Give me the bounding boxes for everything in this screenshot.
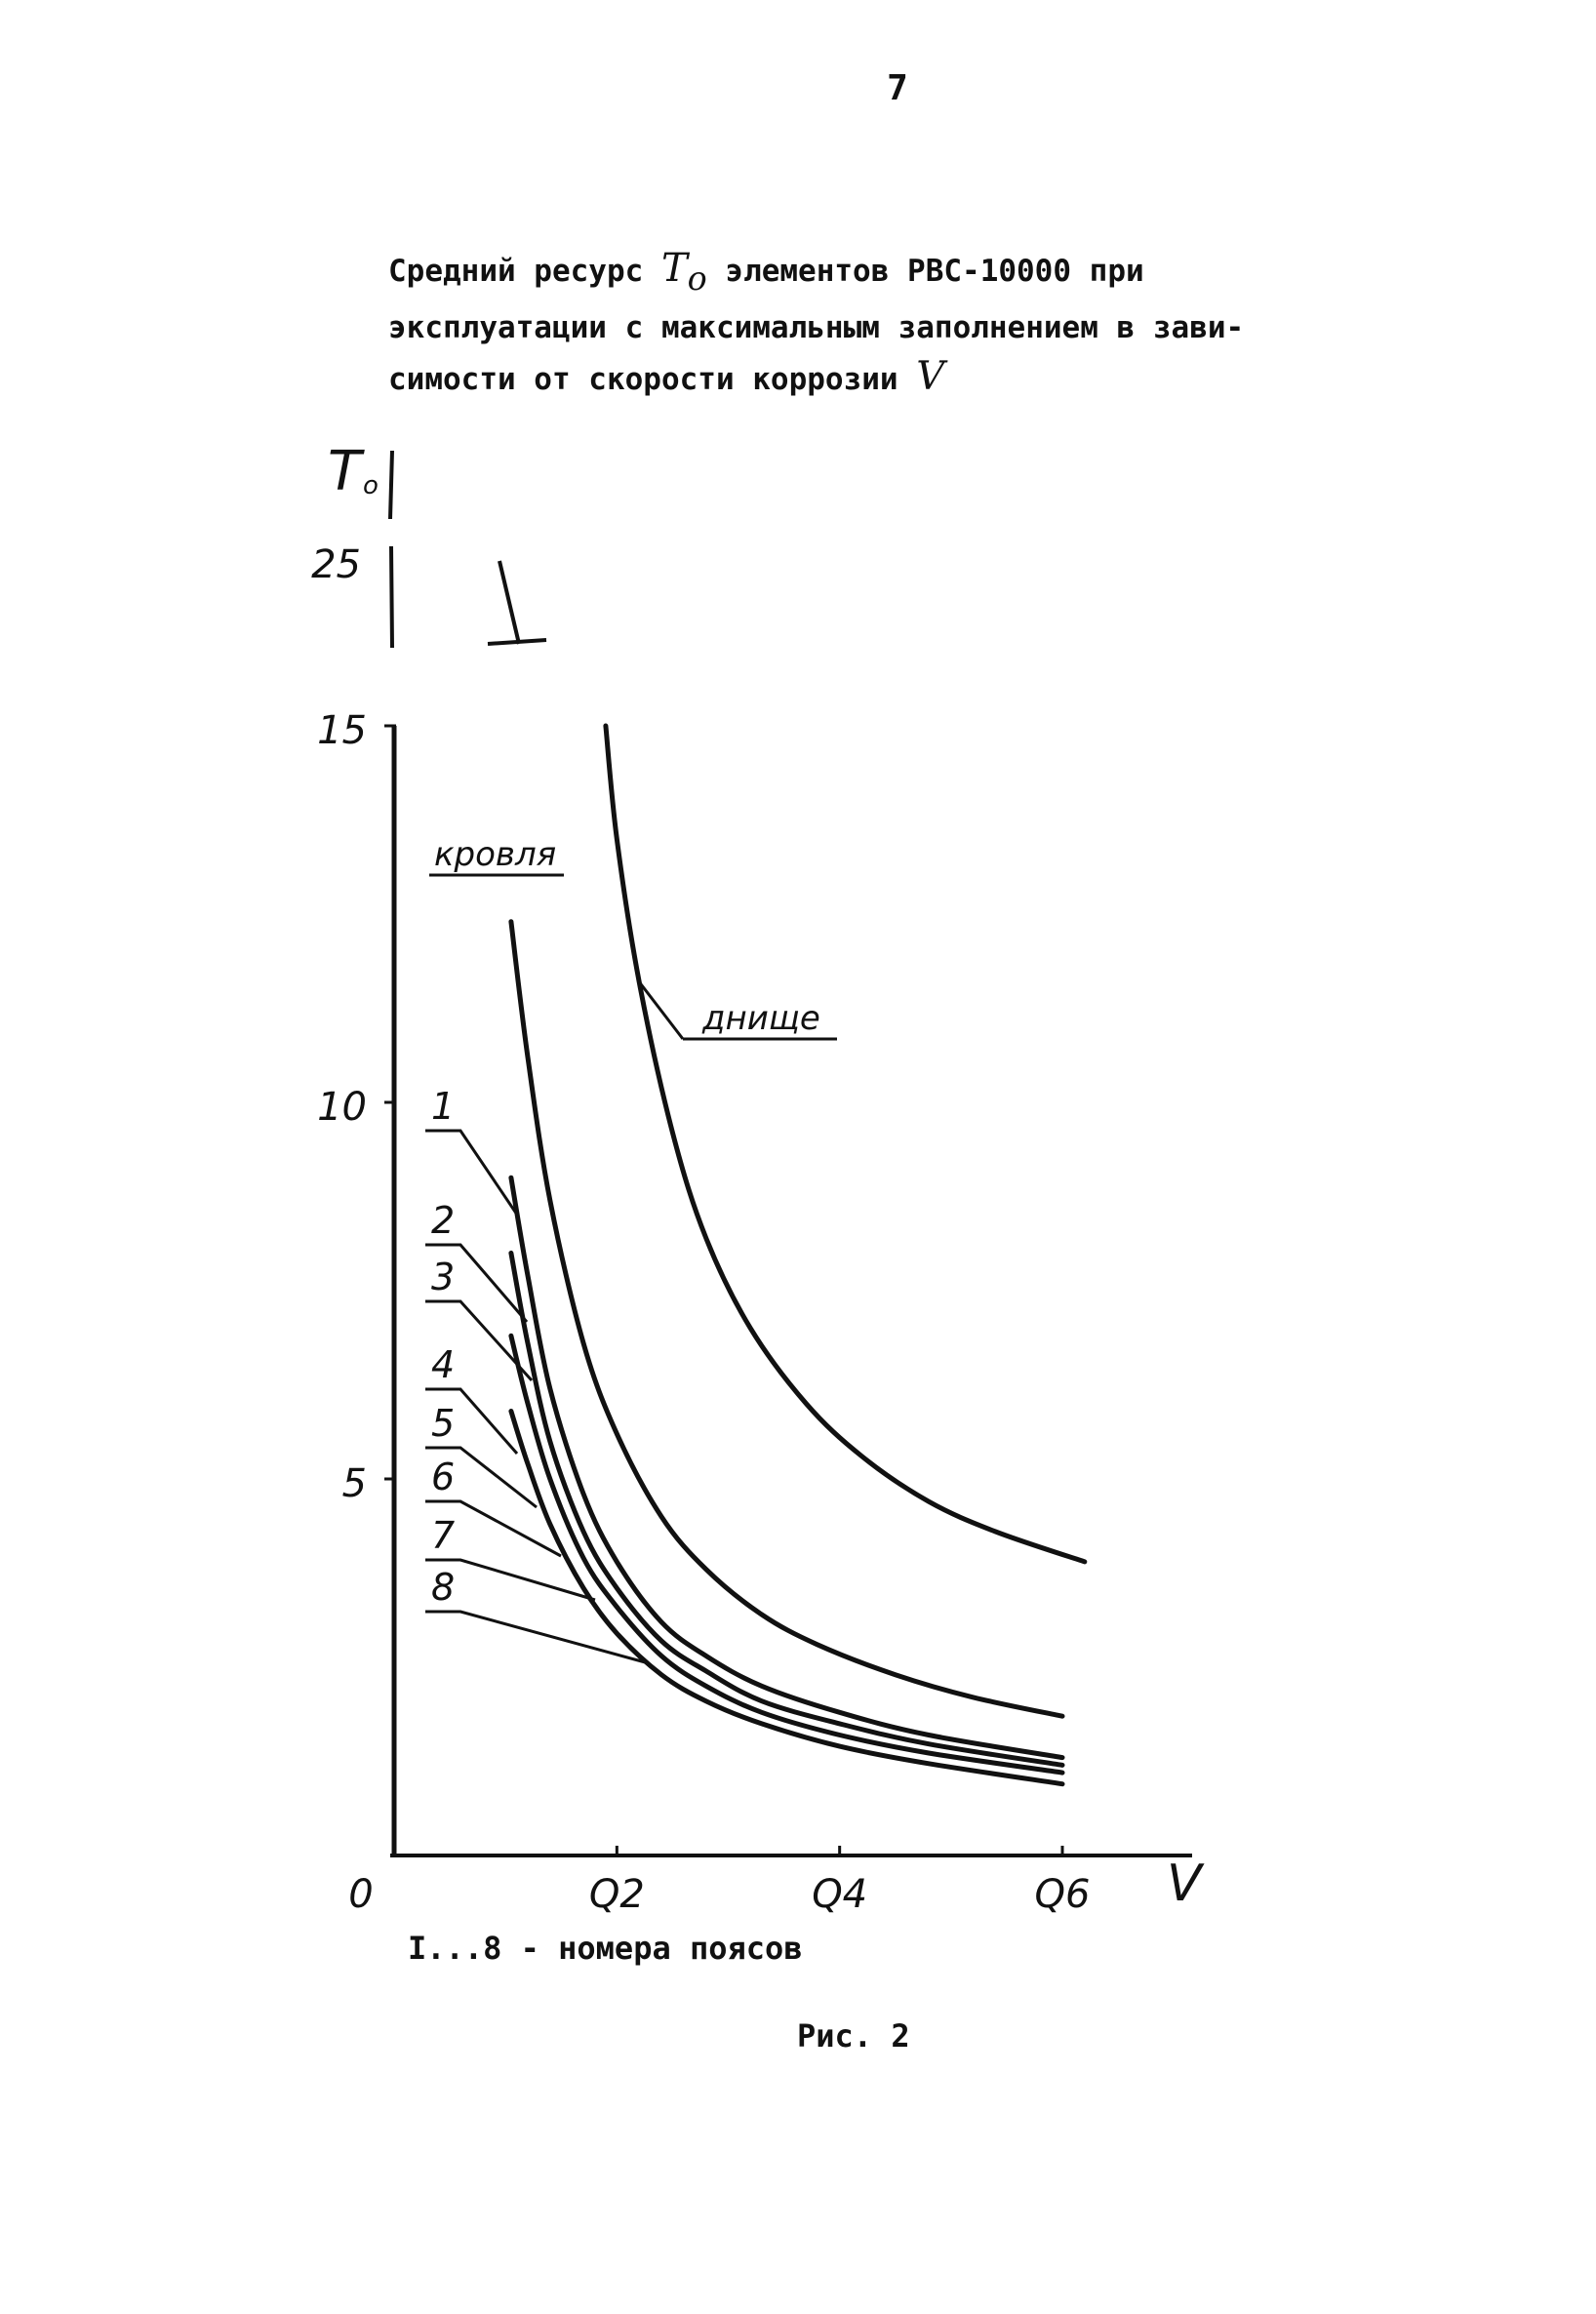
series-label: 6 — [431, 1456, 455, 1498]
series-line — [508, 1175, 1065, 1761]
leader-line — [425, 1129, 519, 1216]
y-axis-label: T — [328, 440, 365, 503]
broken-axis-label: 25 — [311, 542, 361, 587]
leader-line — [425, 1610, 650, 1665]
series-label: 5 — [431, 1402, 455, 1445]
series-label: 2 — [431, 1199, 455, 1242]
series-label: 4 — [431, 1343, 455, 1386]
y-axis-label-sub: o — [363, 471, 379, 500]
caption-line1-prefix: Средний ресурс — [388, 254, 644, 289]
broken-axis-mark — [487, 560, 547, 646]
series-line — [508, 1333, 1065, 1775]
leader-line — [425, 1446, 538, 1509]
curves — [508, 723, 1088, 1787]
caption-line2: эксплуатации с максимальным заполнением … — [388, 310, 1245, 345]
x-axis-label: V — [1167, 1855, 1205, 1913]
x-tick-label: 0 — [348, 1872, 373, 1917]
y-tick-label: 5 — [342, 1461, 367, 1506]
series-line — [508, 1250, 1065, 1768]
series-line — [603, 723, 1088, 1565]
caption-symbol-T: To — [660, 246, 707, 298]
series-label: днище — [701, 999, 820, 1038]
leader-line — [425, 1499, 562, 1558]
y-tick-label: 15 — [317, 708, 367, 753]
series-label: 1 — [431, 1085, 455, 1128]
broken-y-axis — [388, 450, 394, 649]
series-label: кровля — [434, 835, 556, 874]
series-label: 8 — [431, 1566, 455, 1609]
axes — [384, 450, 1192, 1857]
series-line — [508, 1409, 1065, 1787]
x-tick-label: Q2 — [589, 1872, 645, 1917]
figure-caption: Средний ресурс To элементов РВС-10000 пр… — [388, 244, 1325, 404]
figure-label: Рис. 2 — [797, 2017, 910, 2055]
y-tick-label: 10 — [317, 1085, 367, 1130]
legend-note: I...8 - номера поясов — [408, 1930, 803, 1967]
leader-line — [425, 1387, 519, 1455]
caption-line1-suffix: элементов РВС-10000 при — [725, 254, 1144, 289]
leader-line — [425, 1558, 596, 1602]
leader-line — [425, 1243, 529, 1323]
caption-symbol-sub: o — [687, 259, 707, 298]
page-number: 7 — [887, 68, 908, 108]
x-tick-label: Q6 — [1035, 1872, 1091, 1917]
leader-line — [425, 1299, 534, 1382]
x-tick-label: Q4 — [812, 1872, 867, 1917]
series-label: 7 — [431, 1514, 455, 1557]
caption-symbol-letter: T — [660, 246, 688, 291]
series-label: 3 — [431, 1256, 455, 1298]
series-line — [508, 919, 1065, 1719]
caption-symbol-V: V — [916, 354, 945, 399]
leader-line — [637, 980, 685, 1040]
caption-line3-prefix: симости от скорости коррозии — [388, 362, 898, 397]
